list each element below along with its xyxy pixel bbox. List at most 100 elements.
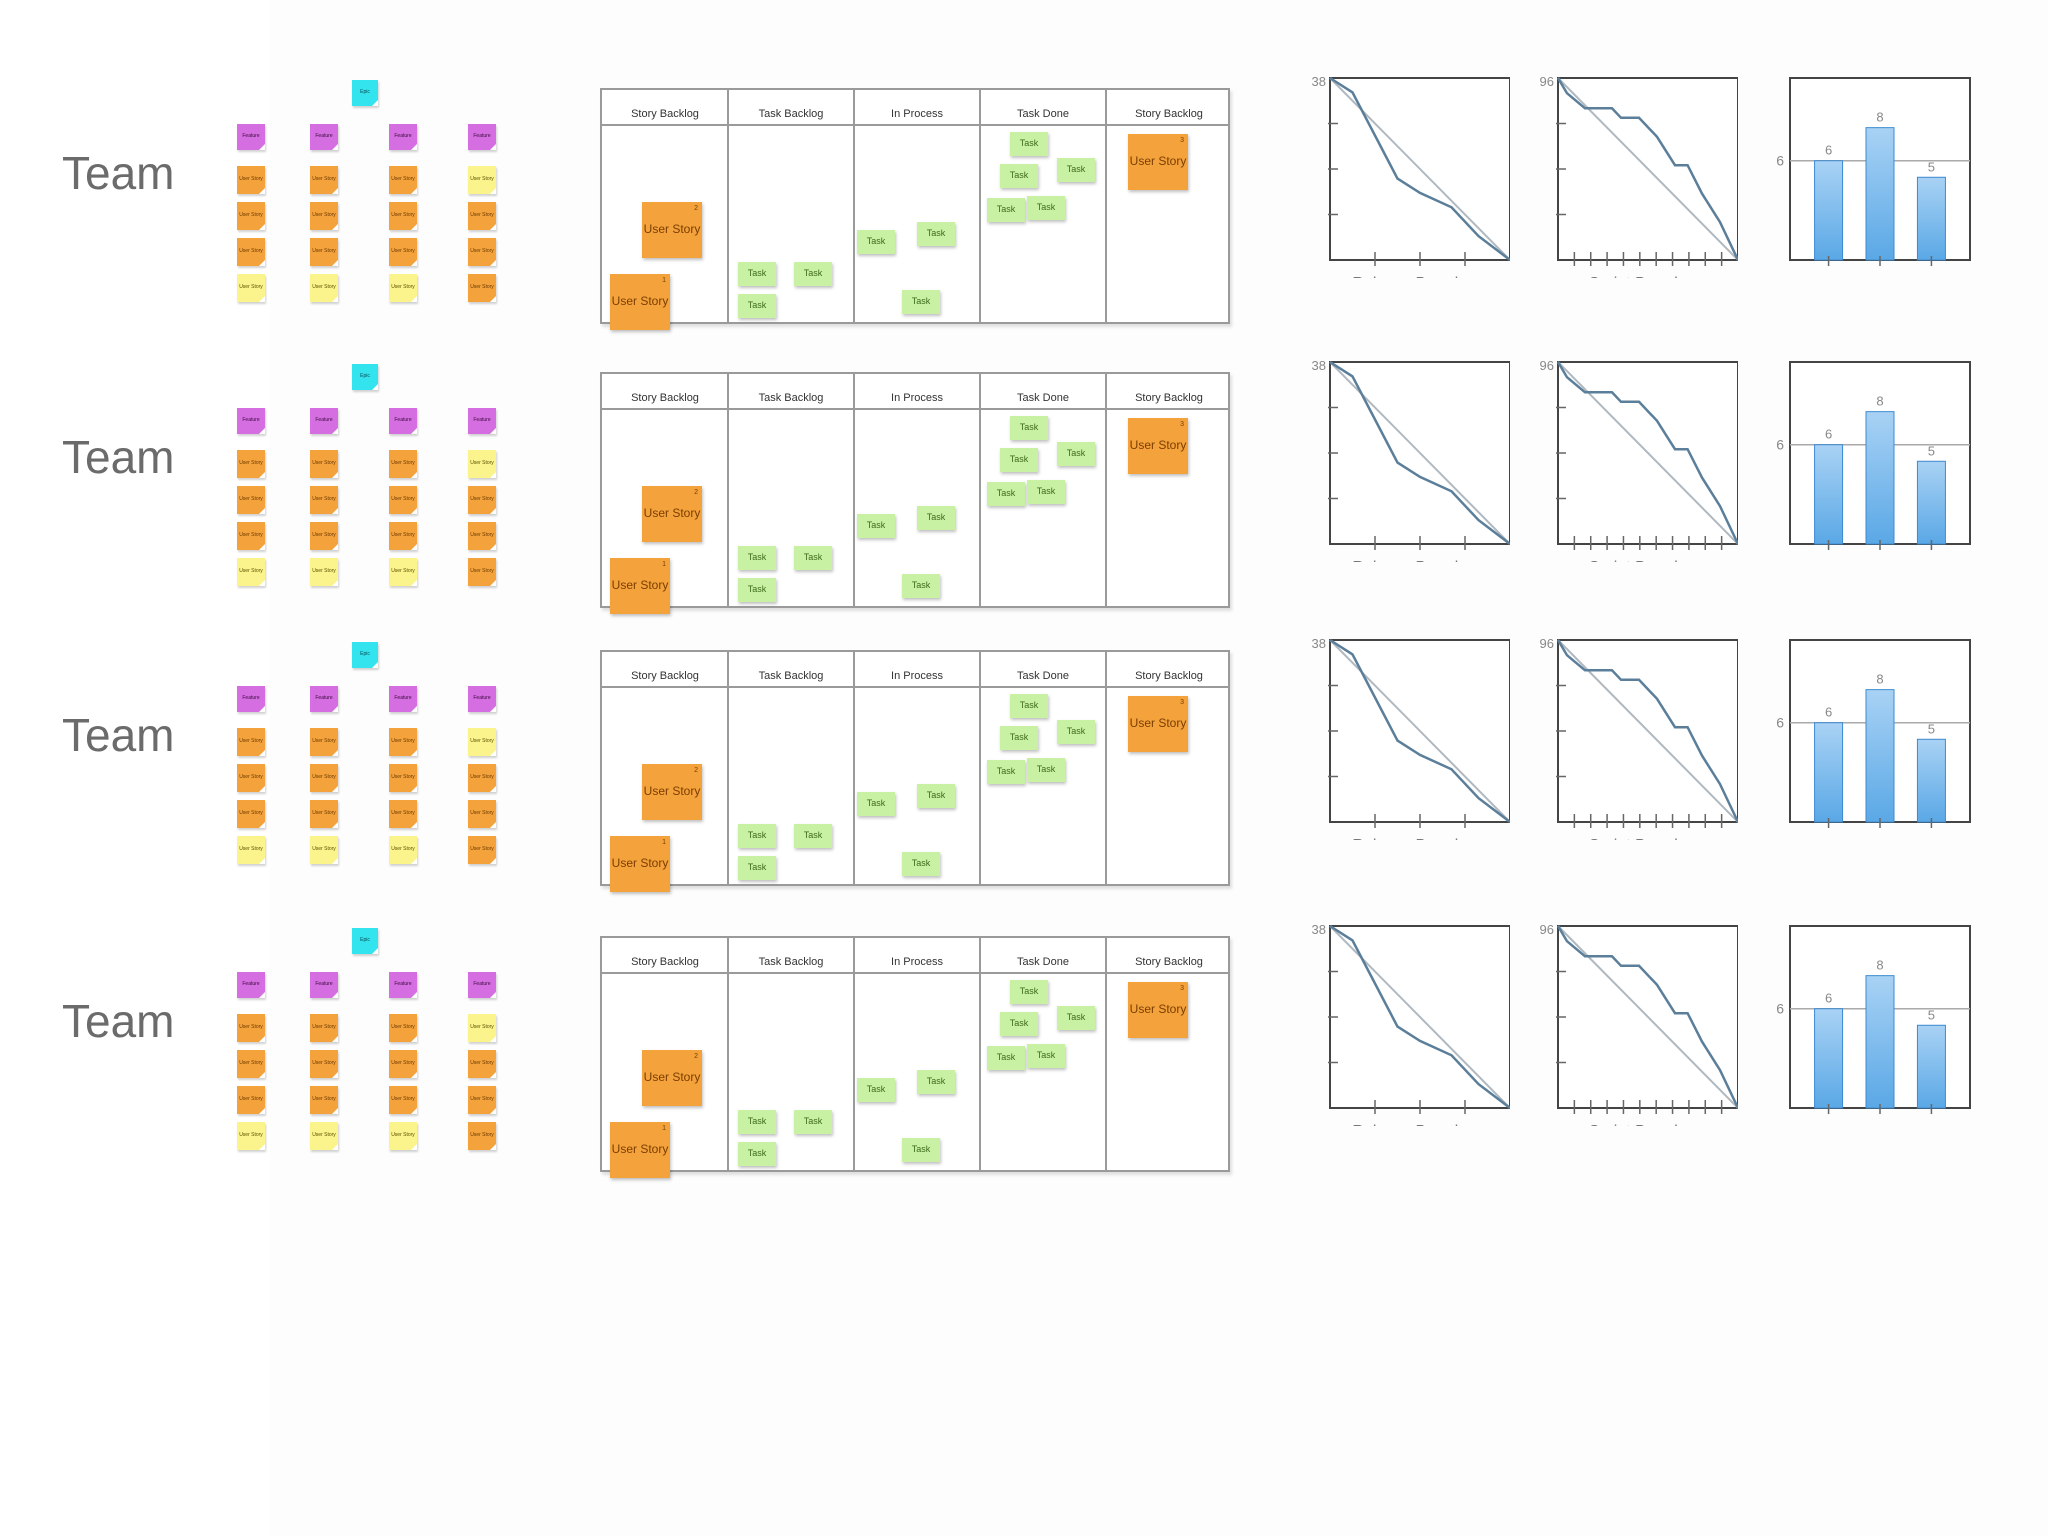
y-axis-max-label: 96 [1540, 922, 1554, 937]
sprint-burndown-chart: 96 Sprint Burndown [1540, 358, 1738, 562]
user-story-sticky: User Story [389, 558, 417, 586]
user-story-card: User Story 1 [610, 558, 670, 614]
y-axis-max-label: 38 [1312, 636, 1326, 651]
board-header: Story Backlog Task Backlog In Process Task … [602, 90, 1228, 126]
story-number: 2 [694, 767, 698, 774]
story-number: 3 [1180, 985, 1184, 992]
feature-sticky: Feature [237, 972, 265, 998]
story-number: 1 [662, 1125, 666, 1132]
user-story-sticky: User Story [237, 450, 265, 478]
board-column-divider [1105, 374, 1107, 606]
actual-burndown-line [1556, 361, 1738, 545]
user-story-sticky: User Story [389, 1014, 417, 1042]
user-story-card-label: User Story [643, 784, 701, 799]
user-story-sticky: User Story [237, 1122, 265, 1150]
user-story-sticky: User Story [310, 450, 338, 478]
story-number: 3 [1180, 421, 1184, 428]
board-column-header: Story Backlog [1135, 956, 1203, 968]
task-board: Story Backlog Task Backlog In Process Task … [600, 650, 1230, 892]
velocity-bar [1916, 738, 1946, 823]
user-story-sticky: User Story [310, 1014, 338, 1042]
board-column-header: Task Done [1017, 670, 1069, 682]
task-card: Task [1010, 980, 1048, 1004]
task-card: Task [738, 856, 776, 880]
board-header: Story Backlog Task Backlog In Process Task … [602, 374, 1228, 410]
board-column-divider [979, 652, 981, 884]
sprint-burndown-chart: 96 Sprint Burndown [1540, 74, 1738, 278]
task-card: Task [902, 290, 940, 314]
user-story-sticky: User Story [237, 1086, 265, 1114]
chart-caption: Release Burndown [1352, 275, 1487, 278]
team-label: Team [62, 431, 175, 483]
task-card: Task [987, 1046, 1025, 1070]
chart-caption: Sprint Burndown [1589, 559, 1707, 562]
actual-burndown-line [1556, 77, 1738, 261]
user-story-card-label: User Story [643, 222, 701, 237]
user-story-sticky: User Story [468, 238, 496, 266]
bar-value-label: 6 [1825, 427, 1832, 442]
user-story-sticky: User Story [468, 202, 496, 230]
user-story-sticky: User Story [310, 764, 338, 792]
feature-sticky: Feature [468, 408, 496, 434]
user-story-sticky: User Story [237, 166, 265, 194]
board-column-header: Story Backlog [631, 108, 699, 120]
feature-sticky: Feature [389, 124, 417, 150]
task-card: Task [794, 546, 832, 570]
user-story-card: User Story 1 [610, 274, 670, 330]
user-story-card-label: User Story [1129, 716, 1187, 731]
y-axis-max-label: 38 [1312, 922, 1326, 937]
velocity-bar [1814, 1008, 1844, 1109]
task-card: Task [1000, 1012, 1038, 1036]
release-burndown-chart: 38 Release Burndown [1312, 922, 1510, 1126]
user-story-sticky: User Story [468, 486, 496, 514]
reference-label: 6 [1776, 153, 1784, 169]
user-story-sticky: User Story [389, 1086, 417, 1114]
board-column-divider [979, 938, 981, 1170]
task-card: Task [1027, 196, 1065, 220]
board-column-divider [727, 938, 729, 1170]
actual-burndown-line [1329, 638, 1510, 823]
user-story-card: User Story 3 [1128, 982, 1188, 1038]
board-column-divider [853, 938, 855, 1170]
feature-sticky: Feature [237, 408, 265, 434]
velocity-bar [1865, 689, 1895, 823]
feature-sticky: Feature [237, 124, 265, 150]
board-column-header: Task Backlog [758, 392, 824, 404]
actual-burndown-line [1329, 360, 1510, 545]
user-story-sticky: User Story [389, 450, 417, 478]
user-story-sticky: User Story [310, 486, 338, 514]
story-number: 1 [662, 561, 666, 568]
velocity-bar [1916, 1024, 1946, 1109]
bar-value-label: 8 [1876, 110, 1883, 125]
user-story-sticky: User Story [468, 1014, 496, 1042]
task-card: Task [987, 760, 1025, 784]
sprint-burndown-chart: 96 Sprint Burndown [1540, 636, 1738, 840]
epic-sticky: Epic [352, 642, 378, 668]
feature-sticky: Feature [468, 124, 496, 150]
board-header: Story Backlog Task Backlog In Process Task … [602, 938, 1228, 974]
task-card: Task [1057, 158, 1095, 182]
board-column-header: In Process [891, 956, 943, 968]
user-story-sticky: User Story [237, 486, 265, 514]
chart-caption: Sprint Burndown [1589, 1123, 1707, 1126]
feature-sticky: Feature [310, 972, 338, 998]
board-column-header: Task Done [1017, 956, 1069, 968]
story-number: 1 [662, 839, 666, 846]
user-story-sticky: User Story [389, 764, 417, 792]
board-column-divider [853, 90, 855, 322]
task-card: Task [917, 1070, 955, 1094]
board-column-header: In Process [891, 670, 943, 682]
team-label: Team [62, 709, 175, 761]
user-story-sticky: User Story [389, 800, 417, 828]
chart-caption: Sprint Burndown [1589, 275, 1707, 278]
feature-sticky: Feature [389, 686, 417, 712]
task-card: Task [857, 792, 895, 816]
user-story-sticky: User Story [310, 836, 338, 864]
task-card: Task [917, 784, 955, 808]
chart-caption: Release Burndown [1352, 837, 1487, 840]
user-story-sticky: User Story [389, 836, 417, 864]
user-story-sticky: User Story [468, 558, 496, 586]
task-card: Task [1027, 1044, 1065, 1068]
user-story-sticky: User Story [468, 1086, 496, 1114]
reference-label: 6 [1776, 715, 1784, 731]
